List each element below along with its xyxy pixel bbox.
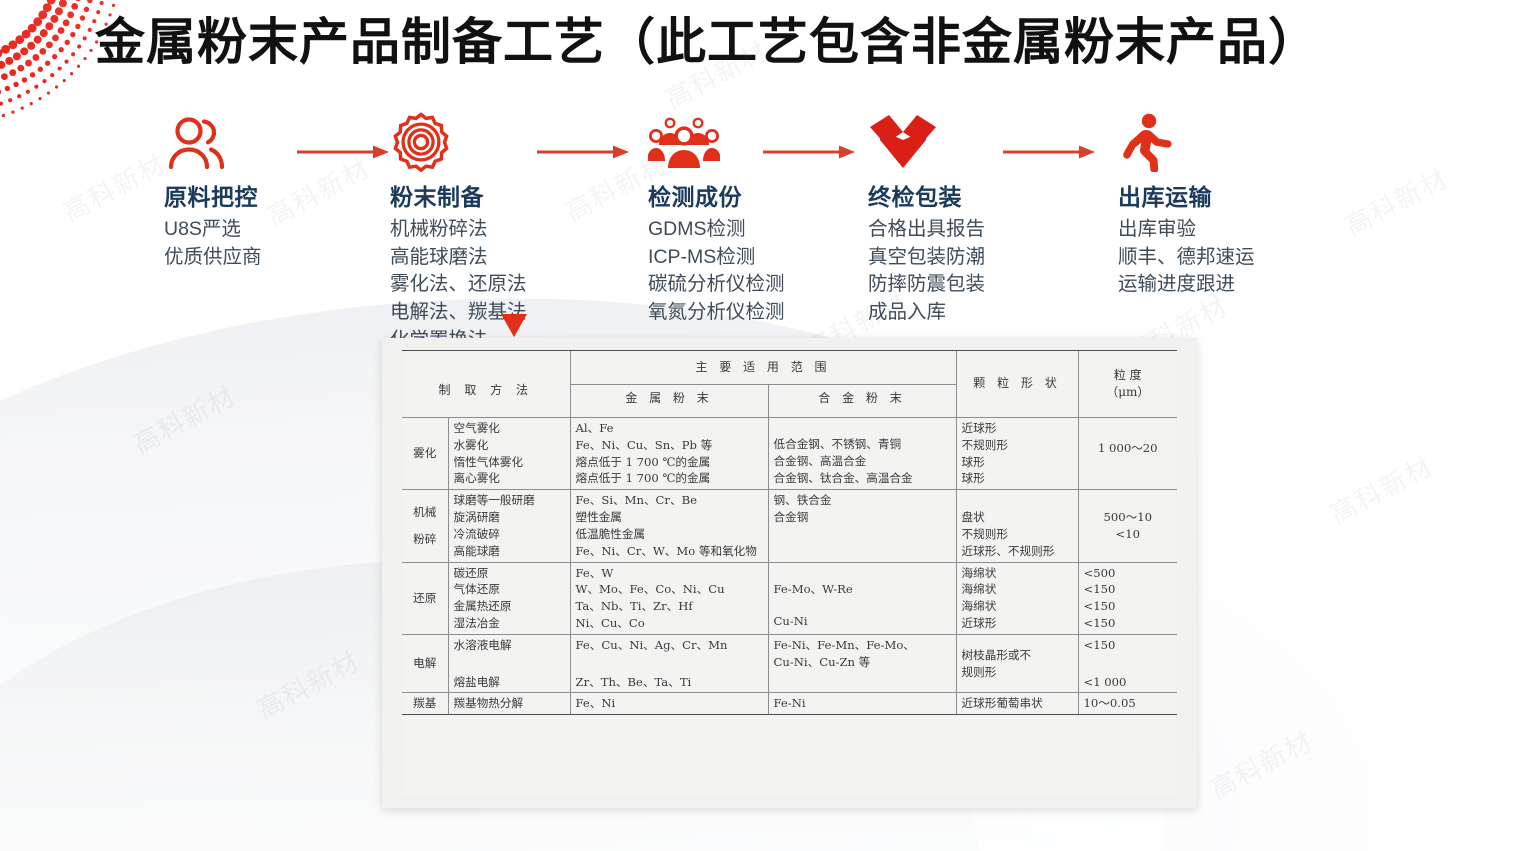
row-methods: 空气雾化 水雾化 惰性气体雾化 离心雾化 bbox=[447, 416, 571, 490]
step-line: GDMS检测 bbox=[648, 218, 746, 240]
th-scope: 主 要 适 用 范 围 bbox=[569, 349, 957, 386]
row-group-label: 还原 bbox=[402, 561, 448, 635]
process-step-3[interactable]: 检测成份 GDMS检测 ICP-MS检测 碳硫分析仪检测 氧氮分析仪检测 bbox=[648, 110, 785, 327]
process-step-5[interactable]: 出库运输 出库审验 顺丰、德邦速运 运输进度跟进 bbox=[1118, 110, 1255, 299]
table-row: 羰基 羰基物热分解 Fe、Ni Fe-Ni 近球形葡萄串状 10～0.05 bbox=[402, 692, 1178, 716]
step-line: 高能球磨法 bbox=[390, 245, 488, 268]
table-row: 还原 碳还原 气体还原 金属热还原 湿法冶金 Fe、W W、Mo、Fe、Co、N… bbox=[402, 561, 1178, 635]
step-line: 机械粉碎法 bbox=[390, 218, 488, 240]
step-line: U8S严选 bbox=[164, 218, 241, 240]
row-methods: 碳还原 气体还原 金属热还原 湿法冶金 bbox=[447, 561, 571, 635]
walking-person-icon bbox=[1118, 110, 1255, 172]
row-group-label: 羰基 bbox=[402, 692, 448, 716]
step-heading: 终检包装 bbox=[868, 184, 962, 210]
flow-arrow-4 bbox=[1003, 145, 1095, 159]
step-lines: 出库审验 顺丰、德邦速运 运输进度跟进 bbox=[1118, 216, 1255, 299]
row-alloy: 钢、铁合金 合金钢 bbox=[767, 489, 957, 563]
row-metal: Al、Fe Fe、Ni、Cu、Sn、Pb 等 熔点低于 1 700 ℃的金属 熔… bbox=[569, 416, 769, 490]
step-line: 氧氮分析仪检测 bbox=[648, 301, 785, 324]
step-line: 运输进度跟进 bbox=[1118, 273, 1236, 296]
row-metal: Fe、W W、Mo、Fe、Co、Ni、Cu Ta、Nb、Ti、Zr、Hf Ni、… bbox=[569, 561, 769, 635]
row-metal: Fe、Si、Mn、Cr、Be 塑性金属 低温脆性金属 Fe、Ni、Cr、W、Mo… bbox=[569, 489, 769, 563]
th-alloy-powder: 合 金 粉 末 bbox=[767, 384, 957, 418]
row-methods: 球磨等一般研磨 旋涡研磨 冷流破碎 高能球磨 bbox=[447, 489, 571, 563]
table-header-row-1: 制 取 方 法 主 要 适 用 范 围 颗 粒 形 状 粒 度 （μm） bbox=[402, 349, 1178, 418]
row-shape: 近球形 不规则形 球形 球形 bbox=[955, 416, 1079, 490]
watermark: 高科新材 bbox=[1325, 450, 1439, 530]
powder-methods-table: 制 取 方 法 主 要 适 用 范 围 颗 粒 形 状 粒 度 （μm） 金 属… bbox=[402, 349, 1178, 716]
table-row: 雾化 空气雾化 水雾化 惰性气体雾化 离心雾化 Al、Fe Fe、Ni、Cu、S… bbox=[402, 416, 1178, 490]
flow-arrow-3 bbox=[763, 145, 855, 159]
step-lines: GDMS检测 ICP-MS检测 碳硫分析仪检测 氧氮分析仪检测 bbox=[648, 216, 785, 327]
two-users-icon bbox=[164, 110, 262, 172]
flow-arrow-2 bbox=[537, 145, 629, 159]
step-line: 顺丰、德邦速运 bbox=[1118, 245, 1255, 268]
row-shape: 树枝晶形或不 规则形 bbox=[955, 633, 1079, 693]
step-line: 防摔防震包装 bbox=[868, 273, 986, 296]
user-group-icon bbox=[648, 110, 785, 172]
row-methods: 羰基物热分解 bbox=[447, 692, 571, 716]
step-line: 碳硫分析仪检测 bbox=[648, 273, 785, 296]
row-alloy: Fe-Mo、W-Re Cu-Ni bbox=[767, 561, 957, 635]
process-step-4[interactable]: 终检包装 合格出具报告 真空包装防潮 防摔防震包装 成品入库 bbox=[868, 110, 985, 327]
step-line: 真空包装防潮 bbox=[868, 245, 986, 268]
page-title: 金属粉末产品制备工艺（此工艺包含非金属粉末产品） bbox=[95, 12, 1319, 71]
step-lines: 合格出具报告 真空包装防潮 防摔防震包装 成品入库 bbox=[868, 216, 985, 327]
process-step-1[interactable]: 原料把控 U8S严选 优质供应商 bbox=[164, 110, 262, 271]
step-line: ICP-MS检测 bbox=[648, 245, 756, 268]
th-method: 制 取 方 法 bbox=[402, 350, 571, 418]
row-methods: 水溶液电解 熔盐电解 bbox=[447, 633, 571, 693]
row-alloy: 低合金钢、不锈钢、青铜 合金钢、高温合金 合金钢、钛合金、高温合金 bbox=[767, 416, 957, 490]
step-line: 合格出具报告 bbox=[868, 218, 986, 240]
step-line: 出库审验 bbox=[1118, 218, 1197, 240]
row-shape: 海绵状 海绵状 海绵状 近球形 bbox=[955, 561, 1079, 635]
row-group-label: 雾化 bbox=[402, 416, 448, 490]
step-heading: 粉末制备 bbox=[390, 184, 484, 210]
row-alloy: Fe-Ni、Fe-Mn、Fe-Mo、 Cu-Ni、Cu-Zn 等 bbox=[767, 633, 957, 693]
watermark: 高科新材 bbox=[1205, 725, 1319, 805]
powder-methods-table-inner: 制 取 方 法 主 要 适 用 范 围 颗 粒 形 状 粒 度 （μm） 金 属… bbox=[402, 349, 1178, 797]
row-size: <500 <150 <150 <150 bbox=[1077, 561, 1178, 635]
step-line: 成品入库 bbox=[868, 301, 947, 324]
row-alloy: Fe-Ni bbox=[767, 692, 957, 716]
row-size: <150 <1 000 bbox=[1077, 633, 1178, 693]
th-size-line1: 粒 度 bbox=[1113, 367, 1142, 382]
row-group-label: 电解 bbox=[402, 633, 448, 693]
th-size: 粒 度 （μm） bbox=[1077, 350, 1178, 418]
step-line: 电解法、羰基法 bbox=[390, 301, 527, 324]
row-shape: 近球形葡萄串状 bbox=[955, 692, 1079, 716]
step-heading: 原料把控 bbox=[164, 184, 258, 210]
table-row: 机械 粉碎 球磨等一般研磨 旋涡研磨 冷流破碎 高能球磨 Fe、Si、Mn、Cr… bbox=[402, 489, 1178, 563]
open-box-icon bbox=[868, 110, 985, 172]
row-size: 1 000～20 bbox=[1077, 416, 1178, 490]
th-metal-powder: 金 属 粉 末 bbox=[569, 384, 769, 418]
row-size: 10～0.05 bbox=[1077, 692, 1178, 716]
row-group-label: 机械 粉碎 bbox=[402, 489, 448, 563]
row-shape: 盘状 不规则形 近球形、不规则形 bbox=[955, 489, 1079, 563]
row-metal: Fe、Cu、Ni、Ag、Cr、Mn Zr、Th、Be、Ta、Ti bbox=[569, 633, 769, 693]
table-header-row-2: 金 属 粉 末 合 金 粉 末 bbox=[402, 384, 1177, 418]
process-flow: 原料把控 U8S严选 优质供应商 bbox=[0, 110, 1525, 351]
flow-arrow-1 bbox=[297, 145, 389, 159]
th-shape: 颗 粒 形 状 bbox=[955, 350, 1079, 418]
row-size: 500～10 <10 bbox=[1077, 489, 1178, 563]
th-size-line2: （μm） bbox=[1106, 385, 1150, 399]
step-line: 优质供应商 bbox=[164, 245, 262, 268]
step-heading: 检测成份 bbox=[648, 184, 742, 210]
row-metal: Fe、Ni bbox=[569, 692, 769, 716]
step-line: 雾化法、还原法 bbox=[390, 273, 527, 296]
step-lines: U8S严选 优质供应商 bbox=[164, 216, 262, 271]
gear-icon bbox=[390, 110, 527, 172]
table-row: 电解 水溶液电解 熔盐电解 Fe、Cu、Ni、Ag、Cr、Mn Zr、Th、Be… bbox=[402, 633, 1178, 693]
red-down-triangle-icon bbox=[500, 312, 528, 343]
powder-methods-table-card: 制 取 方 法 主 要 适 用 范 围 颗 粒 形 状 粒 度 （μm） 金 属… bbox=[382, 338, 1197, 808]
step-heading: 出库运输 bbox=[1118, 184, 1212, 210]
